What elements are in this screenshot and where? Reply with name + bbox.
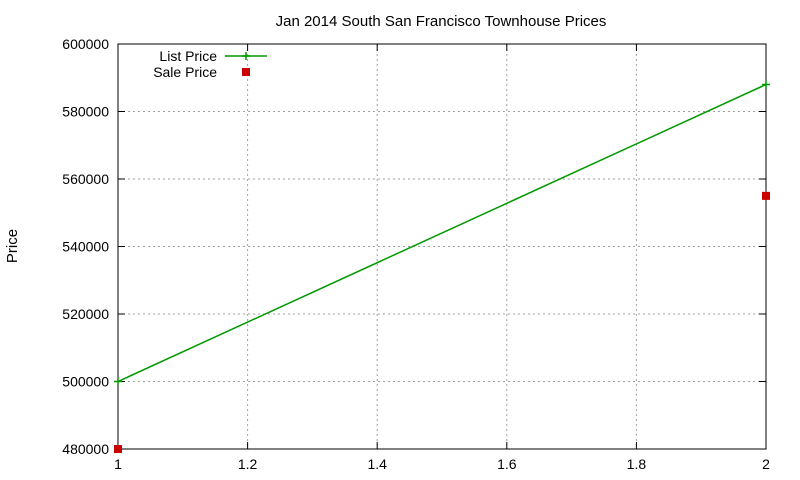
legend-cross-sample [242,52,250,60]
x-tick-label: 1.4 [367,456,387,472]
y-axis-label: Price [4,229,21,263]
x-tick-label: 1.8 [627,456,647,472]
y-tick-label: 480000 [62,441,109,457]
y-tick-label: 540000 [62,239,109,255]
sale-price-point [114,445,122,453]
list-price-point [114,377,122,386]
series-group [114,80,770,453]
y-tick-label: 560000 [62,171,109,187]
y-tick-label: 500000 [62,374,109,390]
legend-label: List Price [159,48,217,64]
legend-square-sample [242,68,250,76]
y-tick-label: 600000 [62,36,109,52]
grid-lines [118,44,766,449]
y-tick-label: 580000 [62,104,109,120]
list-price-line [117,83,767,383]
chart-title: Jan 2014 South San Francisco Townhouse P… [276,13,607,30]
x-tick-label: 2 [762,456,770,472]
list-price-point [762,80,770,89]
x-tick-label: 1 [114,456,122,472]
sale-price-point [762,191,770,200]
y-axis-tick-labels: 480000 500000 520000 540000 560000 580000 6000… [62,36,109,457]
x-axis-tick-labels: 1 1.2 1.4 1.6 1.8 2 [114,456,770,472]
legend-label: Sale Price [153,64,217,80]
y-tick-label: 520000 [62,306,109,322]
x-tick-label: 1.2 [238,456,258,472]
x-tick-label: 1.6 [497,456,517,472]
